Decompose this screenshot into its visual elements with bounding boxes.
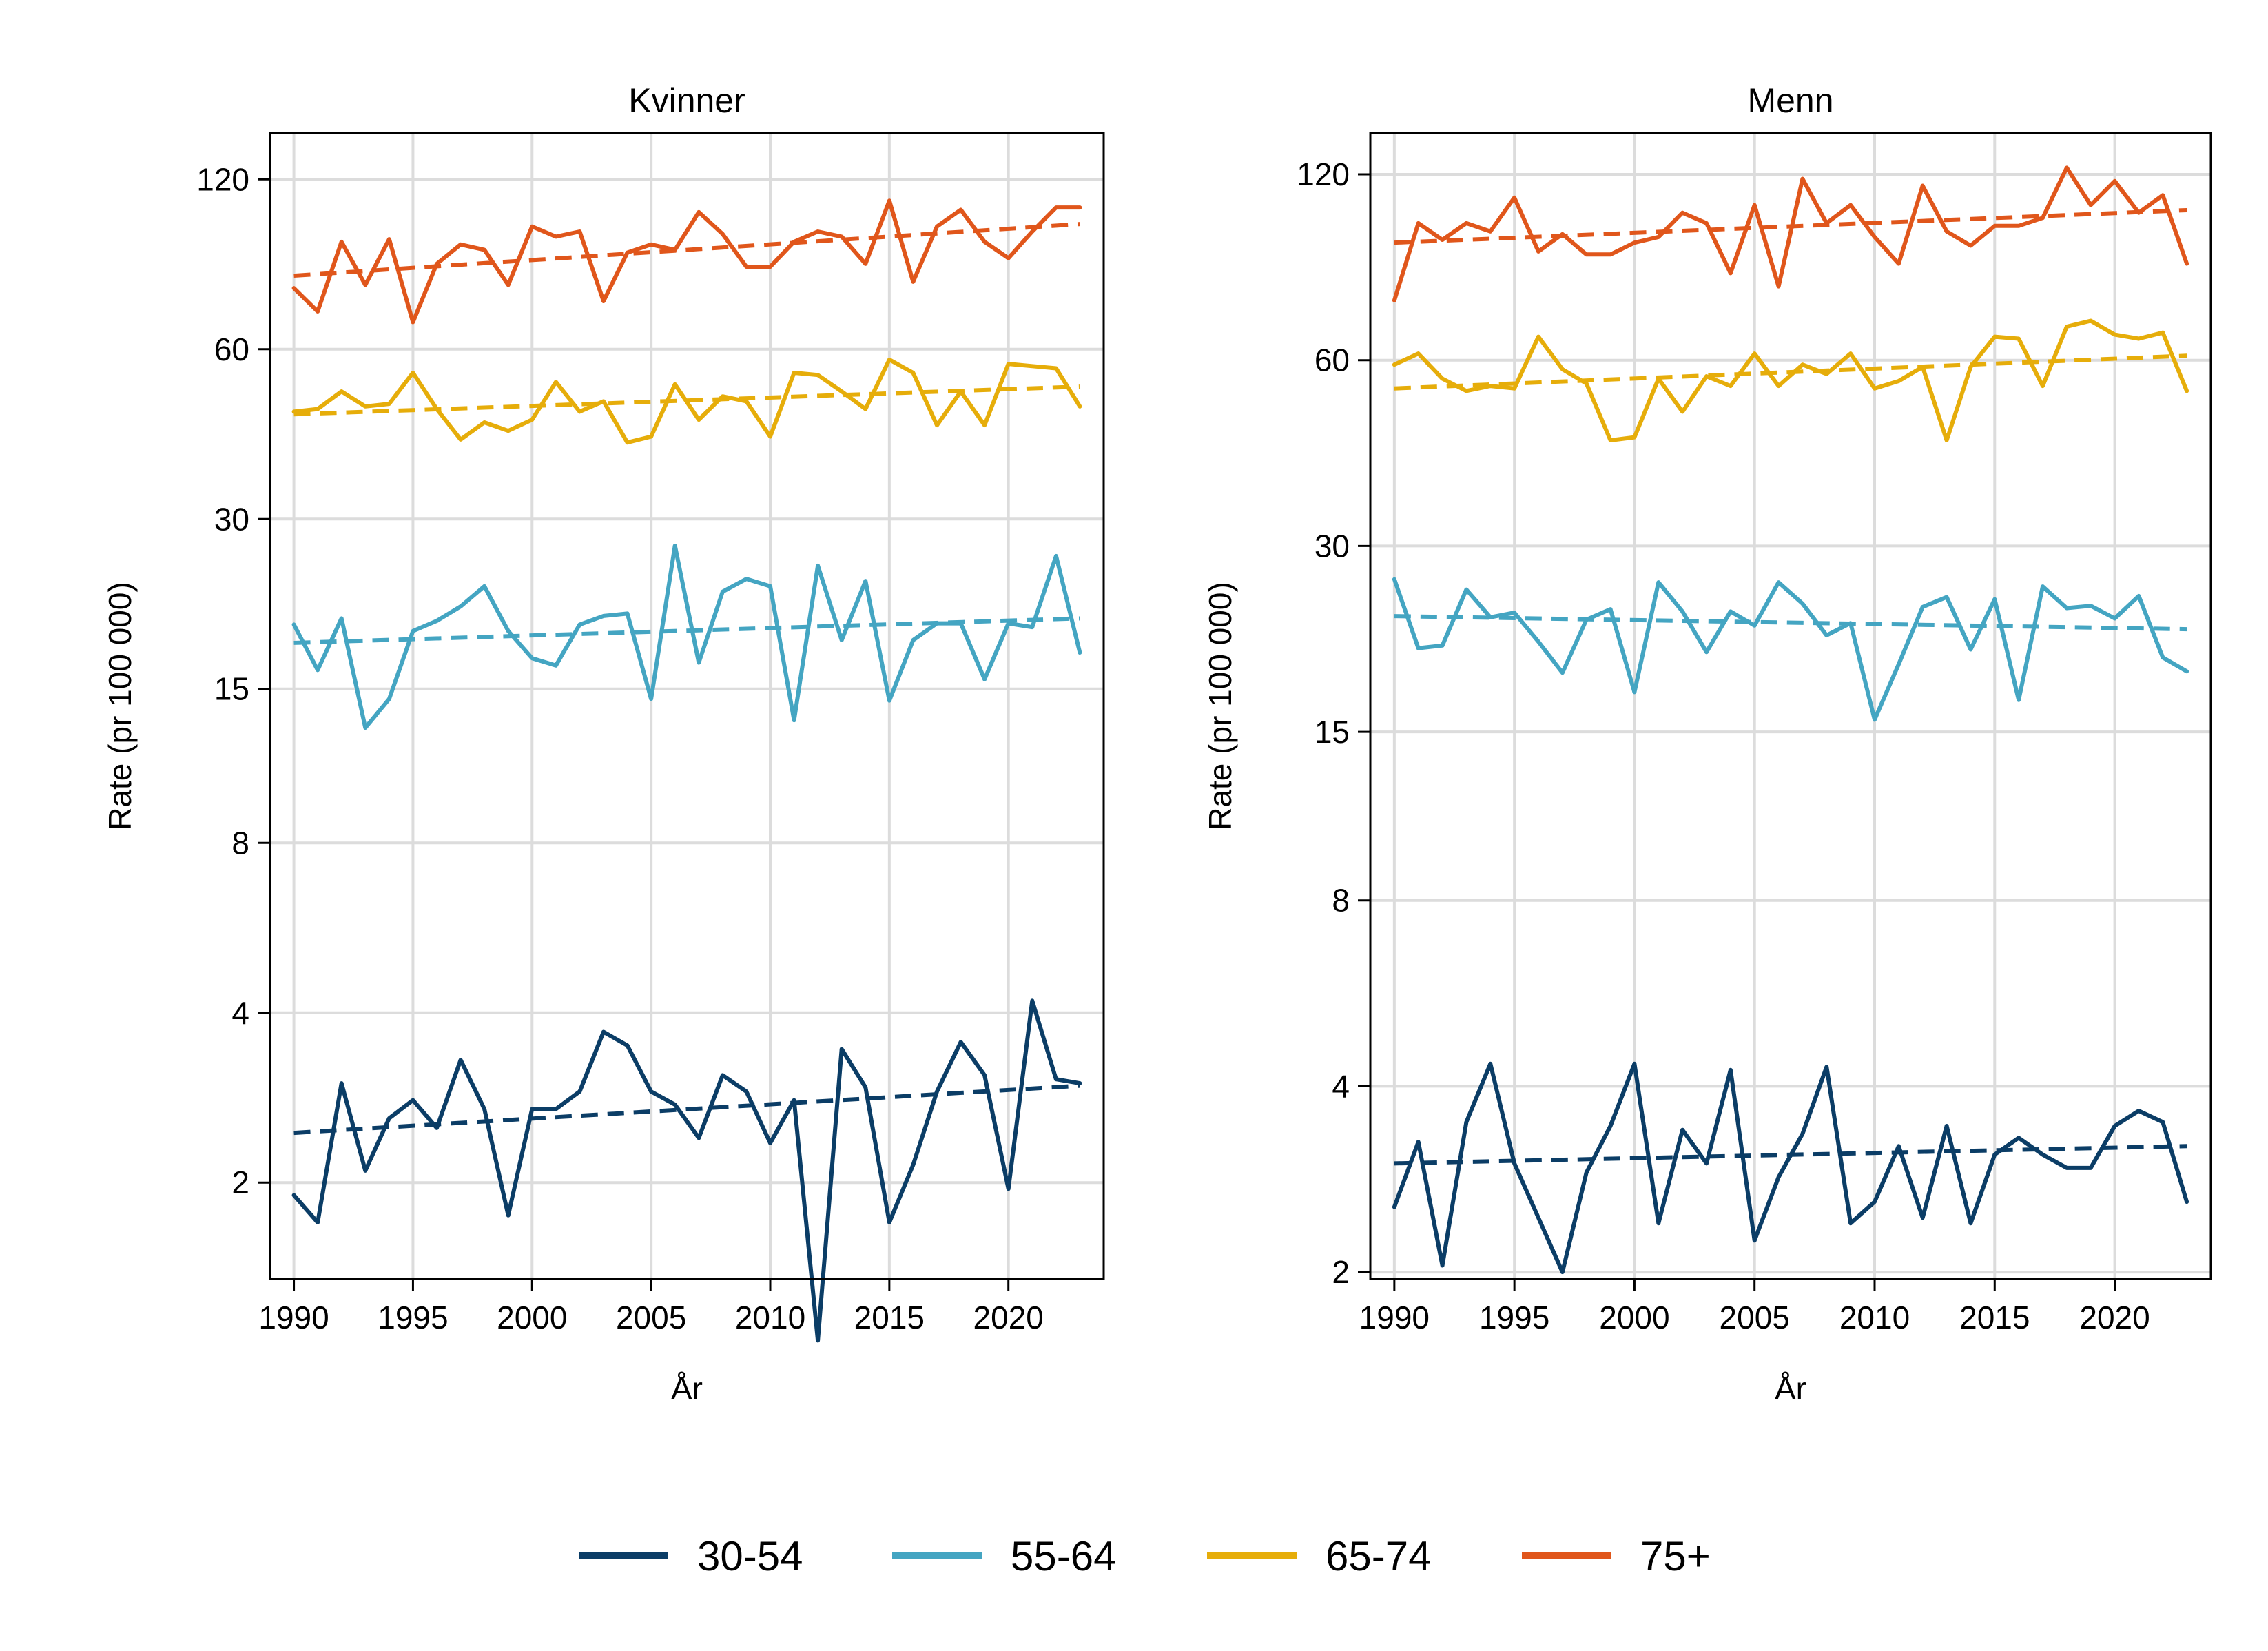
trend-line-30-54: [293, 1083, 1080, 1136]
legend-label: 30-54: [697, 1533, 803, 1579]
trend-line-55-64: [293, 616, 1080, 645]
y-tick-label: 60: [1315, 342, 1350, 378]
legend-item-75-plus: 75+: [1522, 1533, 1711, 1579]
x-tick-label: 2020: [2079, 1300, 2150, 1335]
x-axis: 1990 1995 2000 2005 2010 2015 2020 År: [1359, 1279, 2150, 1406]
y-tick-label: 4: [1332, 1068, 1350, 1104]
legend-label: 55-64: [1011, 1533, 1116, 1579]
x-tick-label: 2005: [1720, 1300, 1790, 1335]
y-tick-label: 4: [231, 995, 249, 1031]
x-tick-label: 1995: [378, 1300, 448, 1335]
x-tick-label: 1995: [1479, 1300, 1549, 1335]
y-tick-label: 15: [1315, 714, 1350, 750]
legend-item-30-54: 30-54: [579, 1533, 803, 1579]
legend-item-65-74: 65-74: [1207, 1533, 1431, 1579]
trend-line-75-plus: [1394, 207, 2187, 245]
series-line-75-plus: [1392, 165, 2189, 302]
y-tick-label: 120: [1297, 156, 1350, 192]
x-tick-label: 2005: [616, 1300, 686, 1335]
panel-title: Menn: [1747, 81, 1833, 120]
series-line-30-54: [291, 998, 1082, 1343]
x-tick-label: 1990: [258, 1300, 329, 1335]
chart-panel-kvinner: 1990 1995 2000 2005 2010 2015 2020 År 2 4 8 15 30 60 1…: [102, 81, 1105, 1406]
y-tick-label: 2: [231, 1165, 249, 1200]
x-axis: 1990 1995 2000 2005 2010 2015 2020 År: [258, 1279, 1044, 1406]
x-tick-label: 2020: [973, 1300, 1044, 1335]
chart-panel-menn: 1990 1995 2000 2005 2010 2015 2020 År 2 4 8 15 30 60 1…: [1202, 81, 2212, 1406]
x-tick-label: 2000: [497, 1300, 567, 1335]
series-group: [1392, 165, 2189, 1275]
x-axis-label: År: [1775, 1371, 1806, 1406]
series-line-65-74: [1392, 318, 2189, 442]
y-tick-label: 8: [231, 825, 249, 861]
y-axis: 2 4 8 15 30 60 120 Rate (pr 100 000): [1202, 156, 1370, 1290]
series-line-75-plus: [291, 198, 1082, 325]
x-tick-label: 2000: [1599, 1300, 1669, 1335]
trend-line-65-74: [1394, 353, 2187, 391]
x-tick-label: 2010: [735, 1300, 805, 1335]
legend: 30-54 55-64 65-74 75+: [579, 1533, 1711, 1579]
trend-line-55-64: [1394, 614, 2187, 632]
trend-line-75-plus: [293, 222, 1080, 278]
legend-item-55-64: 55-64: [892, 1533, 1116, 1579]
plot-frame: [269, 132, 1105, 1280]
series-group: [291, 198, 1082, 1343]
trend-line-65-74: [293, 384, 1080, 417]
plot-frame: [1369, 132, 2212, 1280]
series-line-55-64: [1392, 577, 2189, 722]
y-tick-label: 30: [1315, 528, 1350, 564]
x-tick-label: 2015: [1959, 1300, 2030, 1335]
y-tick-label: 30: [214, 501, 249, 537]
legend-label: 65-74: [1326, 1533, 1431, 1579]
y-tick-label: 15: [214, 671, 249, 707]
y-tick-label: 120: [196, 161, 249, 197]
gridlines: [270, 133, 1104, 1279]
x-tick-label: 2015: [854, 1300, 925, 1335]
x-tick-label: 2010: [1839, 1300, 1910, 1335]
legend-label: 75+: [1640, 1533, 1711, 1579]
y-tick-label: 60: [214, 331, 249, 367]
y-axis-label: Rate (pr 100 000): [1202, 582, 1238, 830]
trend-line-30-54: [1394, 1144, 2187, 1166]
y-axis: 2 4 8 15 30 60 120 Rate (pr 100 000): [102, 161, 270, 1200]
x-axis-label: År: [671, 1371, 703, 1406]
y-axis-label: Rate (pr 100 000): [102, 582, 138, 830]
panel-title: Kvinner: [628, 81, 745, 120]
gridlines: [1370, 133, 2211, 1279]
x-tick-label: 1990: [1359, 1300, 1430, 1335]
y-tick-label: 8: [1332, 883, 1350, 919]
y-tick-label: 2: [1332, 1254, 1350, 1290]
